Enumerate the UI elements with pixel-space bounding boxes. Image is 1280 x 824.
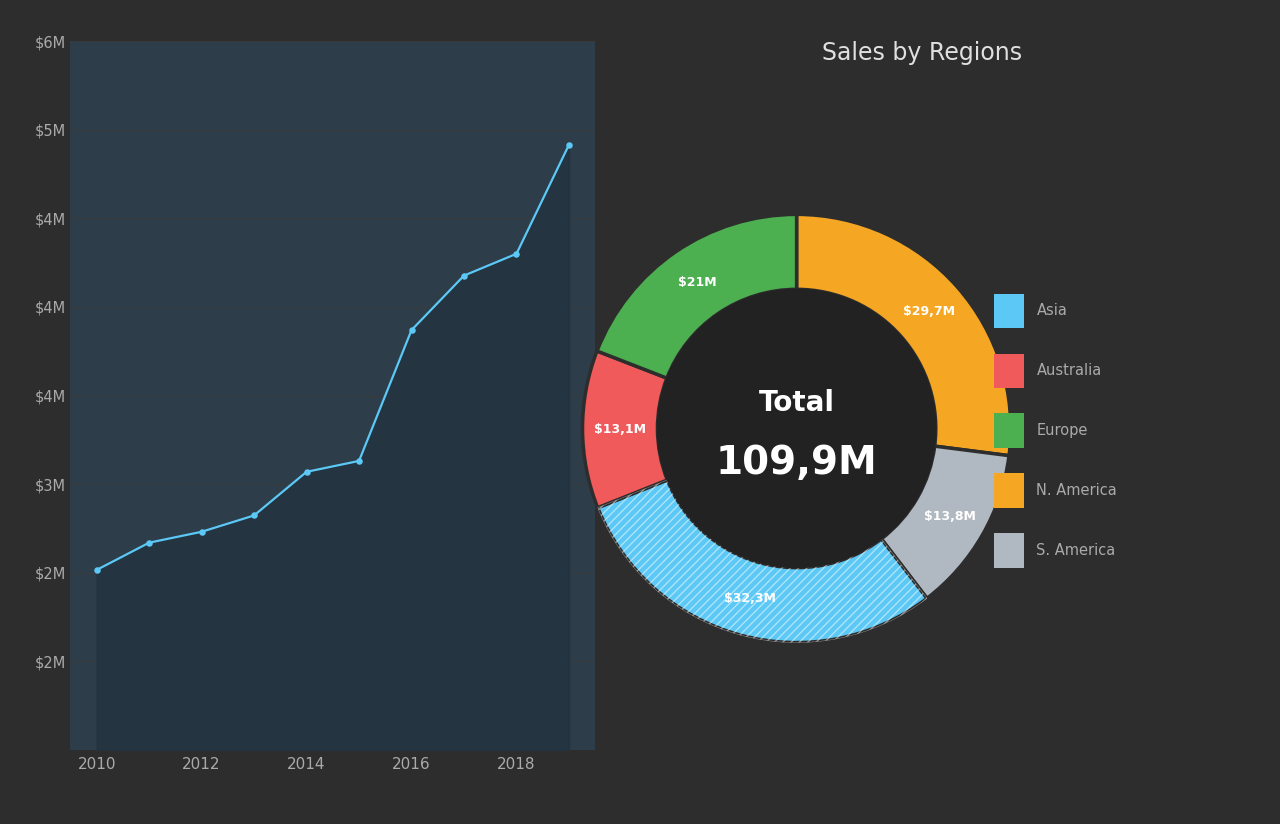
FancyBboxPatch shape <box>993 414 1024 447</box>
Text: Asia: Asia <box>1037 303 1068 318</box>
Text: S. America: S. America <box>1037 543 1116 558</box>
Point <box>138 536 159 550</box>
Text: $29,7M: $29,7M <box>904 305 955 318</box>
Point <box>296 466 316 479</box>
Point <box>401 324 421 337</box>
Wedge shape <box>598 480 927 643</box>
Text: N. America: N. America <box>1037 483 1117 498</box>
Text: Australia: Australia <box>1037 363 1102 378</box>
Text: 109,9M: 109,9M <box>716 444 878 482</box>
Wedge shape <box>882 446 1009 598</box>
Circle shape <box>658 289 936 568</box>
Point <box>453 269 474 282</box>
Point <box>86 564 106 577</box>
FancyBboxPatch shape <box>993 474 1024 508</box>
Wedge shape <box>796 214 1011 456</box>
Text: Total: Total <box>759 389 835 417</box>
Point <box>191 525 211 538</box>
Point <box>243 509 264 522</box>
FancyBboxPatch shape <box>993 353 1024 388</box>
Text: $21M: $21M <box>677 276 716 289</box>
Point <box>558 138 579 152</box>
Text: $13,8M: $13,8M <box>924 510 975 523</box>
Text: $13,1M: $13,1M <box>594 423 646 436</box>
Point <box>506 247 526 260</box>
FancyBboxPatch shape <box>993 533 1024 568</box>
Point <box>348 454 369 467</box>
Text: Europe: Europe <box>1037 423 1088 438</box>
Wedge shape <box>596 214 796 378</box>
Wedge shape <box>582 351 667 508</box>
Text: $32,3M: $32,3M <box>723 592 776 606</box>
Text: Sales by Regions: Sales by Regions <box>822 41 1021 65</box>
FancyBboxPatch shape <box>993 293 1024 328</box>
